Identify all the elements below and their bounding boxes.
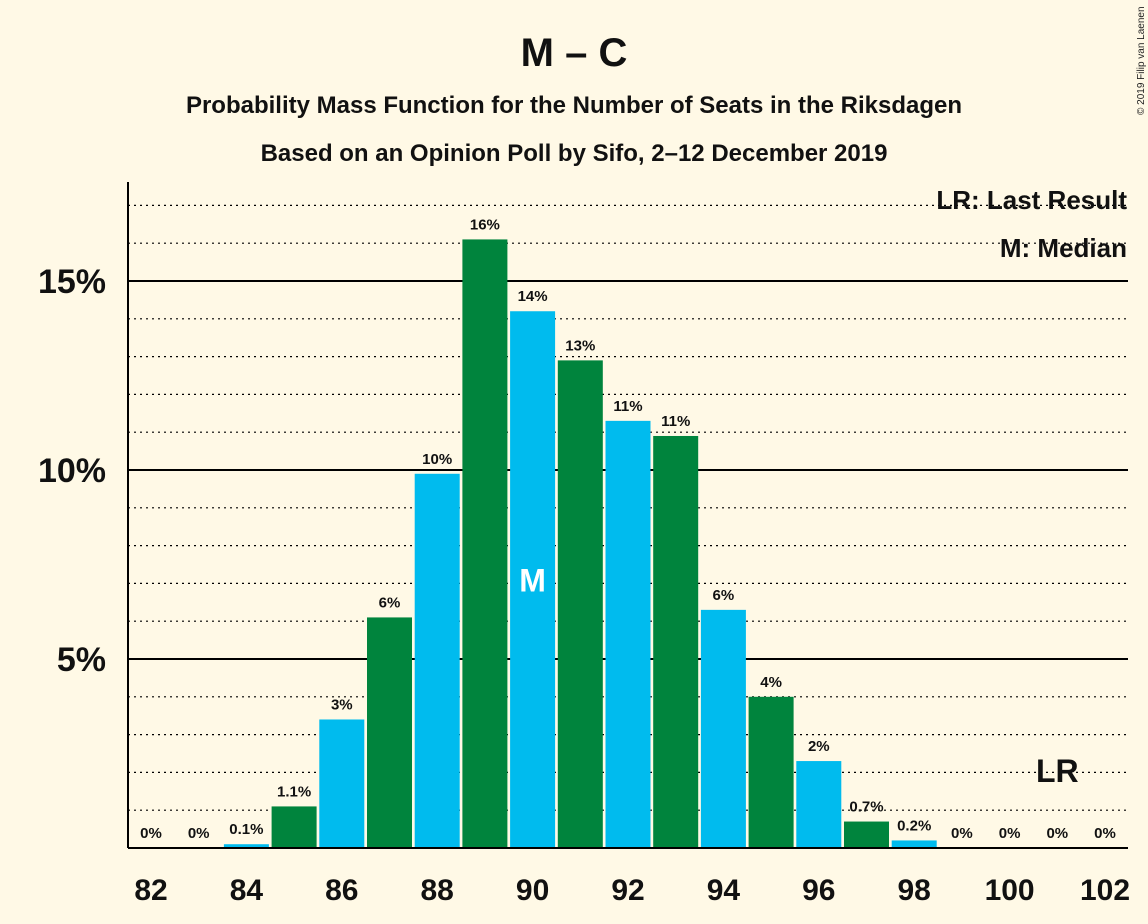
bar-89 (462, 239, 508, 849)
bar-88 (414, 473, 460, 848)
x-tick-label: 90 (516, 874, 549, 907)
data-label-90: 14% (518, 288, 548, 305)
bar-94 (700, 609, 746, 848)
y-tick-label: 10% (38, 452, 106, 490)
data-label-97: 0.7% (849, 799, 883, 816)
x-ticks-group: 82 84 86 88 90 92 94 96 98 100 102 (134, 874, 1130, 907)
data-label-101: 0% (1046, 825, 1068, 842)
x-tick-label: 98 (898, 874, 931, 907)
y-tick-label: 5% (57, 641, 106, 679)
bar-85 (271, 806, 317, 848)
bar-86 (319, 719, 365, 848)
data-label-91: 13% (565, 337, 595, 354)
legend-last-result: LR: Last Result (936, 185, 1127, 215)
data-label-85: 1.1% (277, 783, 311, 800)
data-label-102: 0% (1094, 825, 1116, 842)
bar-90 (510, 311, 556, 848)
data-label-88: 10% (422, 451, 452, 468)
data-label-83: 0% (188, 825, 210, 842)
last-result-marker: LR (1036, 753, 1079, 789)
legend-median: M: Median (1000, 233, 1127, 263)
copyright-text: © 2019 Filip van Laenen (1136, 6, 1147, 115)
markers-group: M LR (519, 563, 1078, 789)
x-tick-label: 100 (985, 874, 1035, 907)
x-tick-label: 84 (230, 874, 264, 907)
bars-group (223, 239, 937, 849)
bar-84 (223, 844, 269, 848)
x-tick-label: 86 (325, 874, 358, 907)
x-tick-label: 92 (611, 874, 644, 907)
bar-97 (844, 821, 889, 848)
data-label-93: 11% (661, 413, 690, 430)
y-tick-label: 15% (38, 263, 106, 301)
median-marker: M (519, 563, 546, 599)
chart-subtitle-1: Probability Mass Function for the Number… (186, 92, 962, 119)
bar-98 (891, 840, 937, 848)
data-label-92: 11% (613, 398, 642, 415)
bar-96 (796, 761, 842, 848)
bar-91 (557, 360, 603, 848)
data-label-96: 2% (808, 738, 830, 755)
x-tick-label: 88 (421, 874, 454, 907)
data-label-95: 4% (760, 674, 782, 691)
data-label-86: 3% (331, 696, 353, 713)
x-tick-label: 82 (134, 874, 167, 907)
chart-title: M – C (521, 31, 628, 75)
data-label-99: 0% (951, 825, 973, 842)
data-label-89: 16% (470, 216, 500, 233)
data-label-84: 0.1% (229, 821, 263, 838)
data-labels-group: 0% 0% 0.1% 1.1% 3% 6% 10% 16% 14% 13% 11% 11% 6% 4% 2%… (140, 216, 1116, 842)
chart-subtitle-2: Based on an Opinion Poll by Sifo, 2–12 D… (261, 140, 888, 167)
data-label-82: 0% (140, 825, 162, 842)
x-tick-label: 102 (1080, 874, 1130, 907)
bar-87 (367, 617, 412, 848)
data-label-87: 6% (379, 594, 401, 611)
data-label-94: 6% (713, 587, 735, 604)
x-tick-label: 96 (802, 874, 835, 907)
x-tick-label: 94 (707, 874, 741, 907)
y-ticks-group: 5% 10% 15% (38, 263, 106, 679)
bar-92 (605, 420, 651, 848)
data-label-100: 0% (999, 825, 1021, 842)
bar-93 (653, 435, 699, 848)
bar-95 (748, 696, 794, 848)
data-label-98: 0.2% (897, 817, 931, 834)
